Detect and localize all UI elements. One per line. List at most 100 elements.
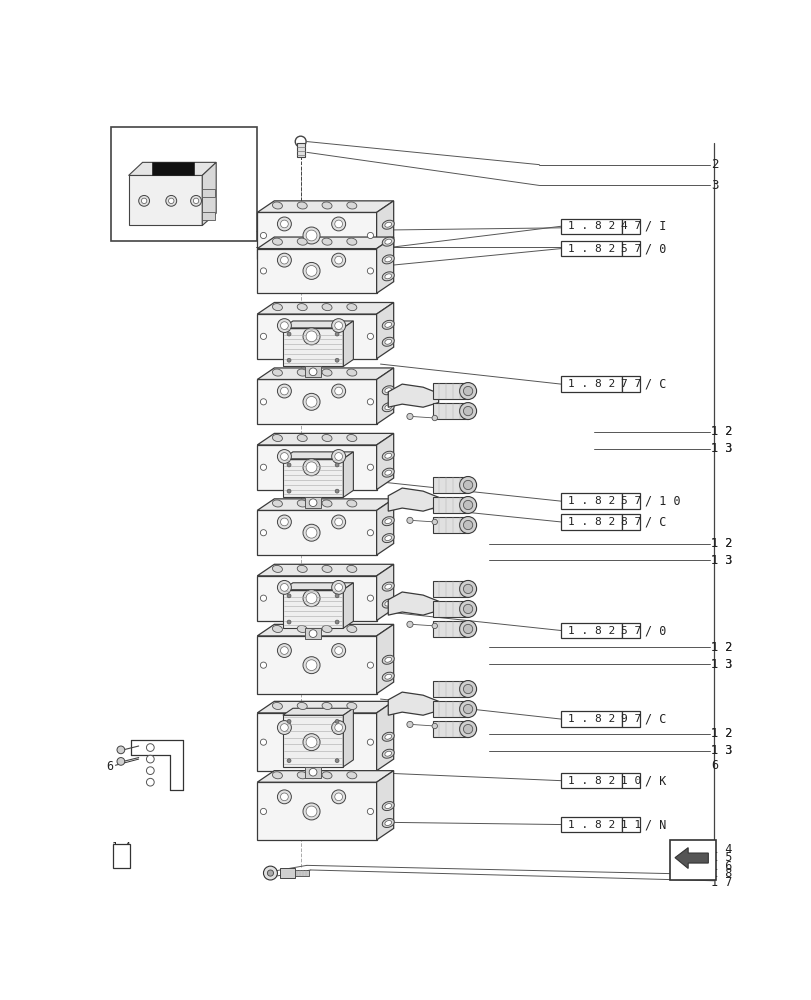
Bar (432, 621, 467, 637)
Text: 5 7: 5 7 (620, 244, 640, 254)
Circle shape (306, 593, 316, 604)
Polygon shape (257, 445, 376, 490)
Circle shape (306, 737, 316, 748)
Circle shape (459, 383, 476, 400)
Text: 1 3: 1 3 (710, 744, 732, 757)
Bar (297, 143, 304, 157)
Ellipse shape (384, 388, 391, 393)
Circle shape (295, 136, 306, 147)
Circle shape (331, 644, 345, 657)
Circle shape (277, 450, 291, 463)
Circle shape (459, 681, 476, 698)
Circle shape (334, 793, 342, 801)
Polygon shape (128, 162, 216, 175)
Polygon shape (257, 701, 393, 713)
Ellipse shape (346, 625, 356, 632)
Ellipse shape (382, 582, 394, 591)
Circle shape (463, 704, 472, 714)
Circle shape (463, 624, 472, 634)
Ellipse shape (346, 434, 356, 442)
Text: 8 7: 8 7 (620, 517, 640, 527)
Bar (432, 681, 467, 697)
Bar (305, 767, 320, 778)
Circle shape (331, 319, 345, 333)
Circle shape (331, 580, 345, 594)
Circle shape (334, 256, 342, 264)
Circle shape (280, 647, 288, 654)
Circle shape (309, 630, 316, 637)
Ellipse shape (346, 565, 356, 572)
Ellipse shape (365, 393, 375, 410)
Circle shape (260, 739, 266, 745)
Circle shape (459, 477, 476, 493)
Circle shape (431, 623, 437, 629)
Circle shape (141, 198, 147, 204)
Circle shape (280, 387, 288, 395)
Circle shape (306, 331, 316, 342)
Ellipse shape (384, 274, 391, 279)
Circle shape (431, 415, 437, 421)
Circle shape (367, 399, 373, 405)
Bar (560, 817, 620, 832)
Ellipse shape (382, 386, 394, 395)
Ellipse shape (322, 500, 332, 507)
Bar (620, 817, 639, 832)
Circle shape (287, 332, 290, 336)
Ellipse shape (382, 672, 394, 681)
Polygon shape (376, 237, 393, 293)
Circle shape (306, 527, 316, 538)
Text: 1 4: 1 4 (710, 843, 732, 856)
Ellipse shape (346, 500, 356, 507)
Text: 1 . 8 2: 1 . 8 2 (567, 714, 614, 724)
Text: 1 3: 1 3 (710, 442, 732, 455)
Ellipse shape (384, 239, 391, 244)
Bar (560, 773, 620, 788)
Circle shape (277, 790, 291, 804)
Text: / C: / C (644, 713, 665, 726)
Ellipse shape (384, 584, 391, 589)
Bar (202, 189, 214, 197)
Circle shape (406, 621, 413, 627)
Polygon shape (282, 708, 353, 715)
Text: 1 2: 1 2 (710, 641, 732, 654)
Ellipse shape (382, 403, 394, 412)
Circle shape (335, 332, 339, 336)
Ellipse shape (384, 405, 391, 410)
Circle shape (459, 497, 476, 513)
Bar (202, 212, 214, 220)
Ellipse shape (258, 227, 268, 244)
Circle shape (463, 480, 472, 490)
Circle shape (367, 530, 373, 536)
Ellipse shape (365, 459, 375, 476)
Text: 1 . 8 2: 1 . 8 2 (567, 517, 614, 527)
Polygon shape (282, 452, 353, 459)
Circle shape (309, 368, 316, 376)
Bar (620, 376, 639, 392)
Circle shape (287, 463, 290, 467)
Polygon shape (257, 576, 376, 620)
Circle shape (191, 195, 201, 206)
Ellipse shape (365, 657, 375, 674)
Text: / K: / K (644, 774, 665, 787)
Polygon shape (388, 592, 438, 615)
Polygon shape (674, 848, 707, 868)
Ellipse shape (322, 625, 332, 632)
Circle shape (331, 253, 345, 267)
Text: / 0: / 0 (644, 624, 665, 637)
Ellipse shape (322, 304, 332, 311)
Ellipse shape (258, 328, 268, 345)
Circle shape (303, 328, 320, 345)
Circle shape (260, 808, 266, 815)
Circle shape (459, 403, 476, 420)
Polygon shape (257, 314, 376, 359)
Ellipse shape (384, 536, 391, 541)
Polygon shape (282, 328, 343, 366)
Circle shape (463, 724, 472, 734)
Circle shape (463, 520, 472, 530)
Ellipse shape (382, 517, 394, 526)
Ellipse shape (384, 734, 391, 739)
Text: 4 7: 4 7 (620, 221, 640, 231)
Ellipse shape (258, 590, 268, 607)
Circle shape (367, 595, 373, 601)
Circle shape (260, 595, 266, 601)
